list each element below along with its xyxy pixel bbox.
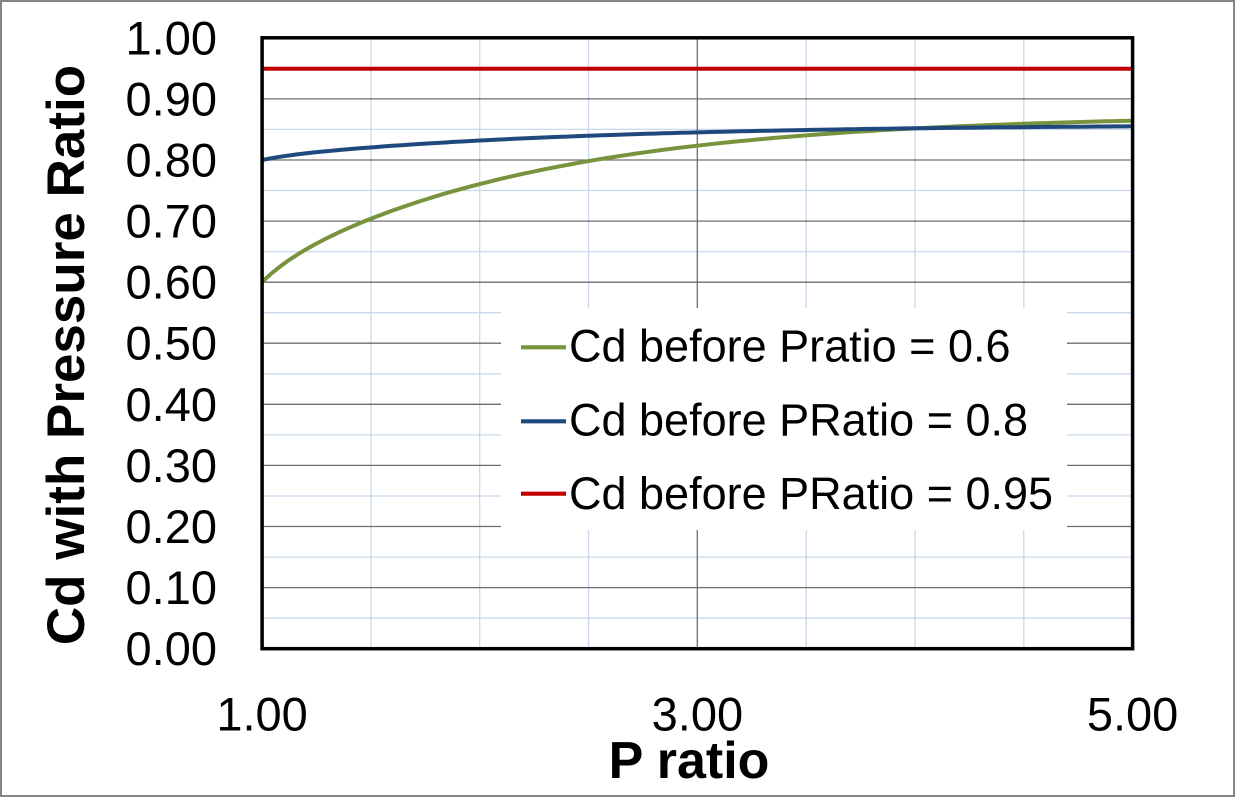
svg-text:Cd before Pratio = 0.6: Cd before Pratio = 0.6 — [569, 321, 1011, 372]
svg-text:0.90: 0.90 — [126, 72, 217, 125]
svg-text:1.00: 1.00 — [216, 687, 307, 740]
svg-text:0.10: 0.10 — [126, 561, 217, 614]
svg-text:0.30: 0.30 — [126, 439, 217, 492]
svg-text:5.00: 5.00 — [1087, 687, 1178, 740]
svg-text:0.40: 0.40 — [126, 378, 217, 431]
svg-text:3.00: 3.00 — [652, 687, 743, 740]
svg-text:0.50: 0.50 — [126, 317, 217, 370]
svg-text:Cd before PRatio = 0.8: Cd before PRatio = 0.8 — [569, 395, 1028, 446]
svg-text:Cd before PRatio = 0.95: Cd before PRatio = 0.95 — [569, 468, 1053, 519]
svg-text:0.00: 0.00 — [126, 622, 217, 675]
svg-text:P ratio: P ratio — [609, 732, 770, 790]
svg-text:0.70: 0.70 — [126, 195, 217, 248]
svg-text:0.60: 0.60 — [126, 256, 217, 309]
svg-text:Cd with Pressure Ratio: Cd with Pressure Ratio — [37, 65, 96, 645]
svg-text:1.00: 1.00 — [126, 11, 217, 64]
svg-text:0.80: 0.80 — [126, 134, 217, 187]
svg-text:0.20: 0.20 — [126, 500, 217, 553]
